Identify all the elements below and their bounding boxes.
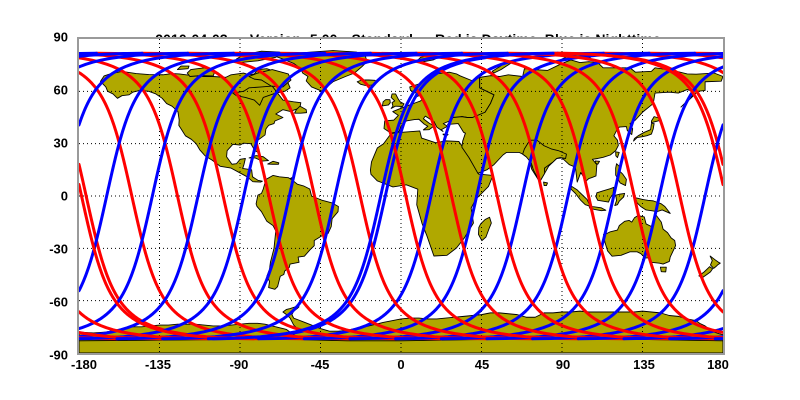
landmass-nz-north — [710, 256, 720, 268]
landmass-newfoundland — [295, 106, 307, 113]
daytime-ground-track — [233, 53, 578, 338]
nighttime-ground-track — [79, 53, 370, 336]
landmass-japan — [634, 124, 655, 141]
nighttime-ground-track — [79, 53, 142, 56]
landmass-sri-lanka — [544, 182, 548, 185]
landmass-sulawesi — [615, 193, 625, 205]
y-tick-label: 60 — [53, 82, 68, 98]
landmass-antarctic-pen-fill — [79, 339, 723, 353]
landmass-ireland — [382, 100, 390, 106]
x-tick-label: -180 — [70, 357, 98, 372]
nighttime-ground-track — [117, 53, 462, 338]
ground-track-layer — [79, 53, 723, 338]
nighttime-ground-track — [79, 53, 416, 338]
nighttime-ground-track — [79, 53, 233, 125]
x-tick-label: 45 — [474, 357, 490, 372]
landmass-hainan — [595, 161, 599, 164]
daytime-ground-track — [79, 185, 254, 339]
landmass-hispaniola — [268, 161, 279, 164]
x-tick-label: 0 — [397, 357, 405, 372]
nighttime-ground-track — [79, 53, 188, 67]
nighttime-ground-track — [79, 53, 325, 328]
gridline-layer — [79, 39, 723, 353]
daytime-ground-track — [507, 53, 723, 312]
y-tick-label: -30 — [49, 241, 68, 257]
plot-area — [77, 37, 725, 355]
daytime-ground-track — [370, 53, 715, 338]
x-tick-label: 180 — [707, 357, 729, 372]
landmass-banks — [177, 66, 189, 69]
daytime-ground-track — [553, 53, 723, 184]
daytime-ground-track — [79, 164, 259, 338]
nighttime-ground-track — [208, 53, 553, 338]
x-tick-label: -135 — [144, 357, 172, 372]
x-tick-label: 90 — [555, 357, 571, 372]
daytime-ground-track — [188, 53, 533, 338]
plot-frame — [77, 37, 725, 355]
daytime-ground-track — [462, 53, 723, 332]
landmass-british-isles — [391, 94, 404, 108]
nighttime-ground-track — [533, 125, 723, 339]
world-map-with-ground-tracks — [79, 39, 723, 353]
daytime-ground-track — [79, 73, 304, 339]
y-tick-label: 30 — [53, 135, 68, 151]
nighttime-ground-track — [441, 56, 723, 338]
y-tick-label: 90 — [53, 29, 68, 45]
daytime-ground-track — [416, 53, 723, 337]
daytime-ground-track — [279, 53, 624, 338]
landmass-australia — [604, 215, 676, 264]
landmass-borneo — [596, 187, 614, 202]
landmass-madagascar — [478, 217, 491, 240]
daytime-ground-track — [325, 53, 670, 338]
x-tick-label: 135 — [633, 357, 655, 372]
x-tick-label: -90 — [229, 357, 249, 372]
landmass-tasmania — [660, 267, 666, 272]
y-tick-label: -90 — [49, 347, 68, 363]
x-tick-label: -45 — [310, 357, 330, 372]
landmass-taiwan — [616, 152, 620, 158]
landmass-new-guinea — [635, 198, 670, 214]
nighttime-ground-track — [163, 53, 508, 338]
y-tick-label: 0 — [60, 188, 68, 204]
landmass-s-america — [256, 175, 338, 289]
landmass-sumatra — [571, 186, 590, 206]
y-tick-label: -60 — [49, 294, 68, 310]
